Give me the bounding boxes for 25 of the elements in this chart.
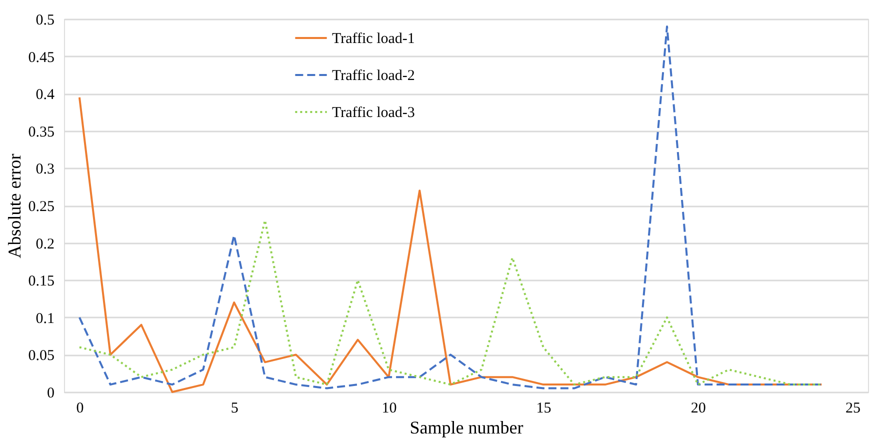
y-tick-label: 0 bbox=[47, 386, 54, 402]
y-tick-label: 0.4 bbox=[36, 87, 55, 104]
legend-label: Traffic load-1 bbox=[332, 31, 415, 47]
y-tick-label: 0.15 bbox=[28, 274, 54, 290]
x-tick-label: 20 bbox=[690, 400, 706, 416]
line-series bbox=[78, 25, 823, 390]
line-series bbox=[78, 219, 823, 386]
y-tick-label: 0.25 bbox=[28, 199, 54, 215]
y-tick-label: 0.05 bbox=[28, 348, 54, 364]
x-tick-label: 15 bbox=[536, 400, 552, 416]
x-axis-title: Sample number bbox=[410, 418, 524, 438]
x-tick-label: 5 bbox=[230, 400, 238, 416]
y-tick-label: 0.5 bbox=[36, 12, 54, 28]
legend-label: Traffic load-3 bbox=[332, 105, 415, 121]
x-tick-label: 25 bbox=[846, 400, 861, 416]
y-tick-label: 0.3 bbox=[36, 162, 54, 178]
line-series bbox=[78, 96, 823, 393]
y-tick-label: 0.1 bbox=[36, 310, 54, 327]
y-tick-label: 0.35 bbox=[28, 124, 54, 140]
y-tick-label: 0.2 bbox=[36, 236, 54, 252]
x-tick-label: 0 bbox=[76, 400, 84, 416]
y-axis-title: Absolute error bbox=[4, 154, 24, 258]
x-tick-label: 10 bbox=[382, 400, 397, 416]
y-tick-label: 0.45 bbox=[28, 50, 54, 66]
legend-label: Traffic load-2 bbox=[332, 68, 415, 84]
